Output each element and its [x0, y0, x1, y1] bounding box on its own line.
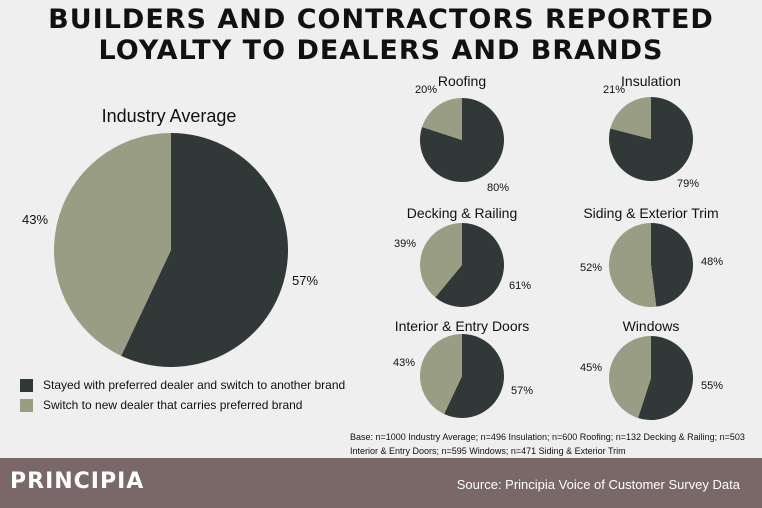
roofing-slice-stayed — [420, 98, 505, 182]
windows-slice-switched — [609, 336, 651, 418]
windows-title: Windows — [623, 318, 680, 334]
interior-entry-doors-title: Interior & Entry Doors — [395, 318, 530, 334]
roofing-title: Roofing — [438, 73, 486, 89]
insulation-label-switched: 21% — [603, 84, 625, 96]
legend: Stayed with preferred dealer and switch … — [20, 378, 350, 418]
windows-label-switched: 45% — [580, 362, 602, 374]
interior-entry-doors-label-switched: 43% — [393, 357, 415, 369]
legend-swatch-stayed — [20, 379, 33, 392]
source-note: Source: Principia Voice of Customer Surv… — [456, 477, 740, 492]
chart-title-line-2: LOYALTY TO DEALERS AND BRANDS — [98, 35, 664, 66]
industry-average-label-stayed: 57% — [292, 273, 318, 288]
legend-label-stayed: Stayed with preferred dealer and switch … — [43, 378, 346, 392]
industry-average-title: Industry Average — [102, 106, 237, 126]
windows-label-stayed: 55% — [701, 380, 723, 392]
footer: PRINCIPIA Source: Principia Voice of Cus… — [0, 458, 762, 508]
decking-railing-label-stayed: 61% — [509, 280, 531, 292]
legend-item-switched: Switch to new dealer that carries prefer… — [20, 398, 350, 412]
legend-label-switched: Switch to new dealer that carries prefer… — [43, 398, 303, 412]
roofing-label-switched: 20% — [415, 84, 437, 96]
chart-title-line-1: BUILDERS AND CONTRACTORS REPORTED — [48, 4, 714, 35]
insulation-label-stayed: 79% — [677, 178, 699, 190]
brand-logo: PRINCIPIA — [10, 469, 145, 494]
interior-entry-doors-label-stayed: 57% — [511, 385, 533, 397]
base-note: Base: n=1000 Industry Average; n=496 Ins… — [350, 432, 745, 456]
siding-exterior-trim-slice-stayed — [651, 223, 694, 307]
roofing-label-stayed: 80% — [487, 182, 509, 194]
decking-railing-title: Decking & Railing — [407, 205, 518, 221]
insulation-slice-stayed — [609, 96, 694, 181]
decking-railing-label-switched: 39% — [394, 238, 416, 250]
chart-title: BUILDERS AND CONTRACTORS REPORTED LOYALT… — [0, 4, 762, 66]
siding-exterior-trim-label-switched: 52% — [580, 262, 602, 274]
industry-average-label-switched: 43% — [22, 212, 48, 227]
windows-slice-stayed — [638, 336, 694, 420]
decking-railing-slice-switched — [420, 223, 462, 298]
siding-exterior-trim-label-stayed: 48% — [701, 256, 723, 268]
decking-railing-slice-stayed — [435, 222, 505, 307]
industry-average-slice-switched — [54, 133, 171, 356]
insulation-slice-switched — [610, 97, 651, 139]
interior-entry-doors-slice-stayed — [444, 334, 505, 418]
roofing-slice-switched — [422, 98, 462, 140]
siding-exterior-trim-slice-switched — [609, 223, 657, 307]
legend-swatch-switched — [20, 399, 33, 412]
insulation-title: Insulation — [621, 73, 681, 89]
interior-entry-doors-slice-switched — [420, 334, 462, 414]
pie-charts: Industry Average 57% 43% Roofing 80% 20% Insul… — [22, 73, 723, 420]
siding-exterior-trim-title: Siding & Exterior Trim — [583, 205, 718, 221]
legend-item-stayed: Stayed with preferred dealer and switch … — [20, 378, 350, 392]
industry-average-slice-stayed — [121, 133, 289, 367]
